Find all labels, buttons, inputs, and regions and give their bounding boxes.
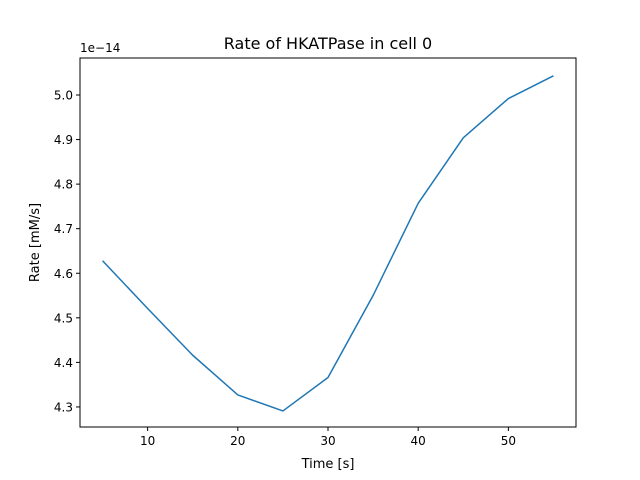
y-tick-label: 5.0 [54, 88, 73, 102]
x-tick-label: 50 [501, 434, 516, 448]
series-line [102, 75, 554, 412]
chart-title: Rate of HKATPase in cell 0 [224, 34, 432, 53]
x-tick-label: 30 [320, 434, 335, 448]
x-axis-label: Time [s] [301, 457, 355, 472]
y-tick-label: 4.7 [54, 222, 73, 236]
y-axis-label: Rate [mM/s] [28, 203, 43, 282]
x-tick-label: 10 [140, 434, 155, 448]
y-tick-label: 4.5 [54, 311, 73, 325]
y-tick-label: 4.3 [54, 400, 73, 414]
y-tick-label: 4.6 [54, 267, 73, 281]
y-tick-label: 4.8 [54, 178, 73, 192]
x-tick-label: 40 [411, 434, 426, 448]
y-tick-label: 4.4 [54, 356, 73, 370]
plot-frame [79, 57, 577, 428]
x-tick-label: 20 [230, 434, 245, 448]
y-offset-label: 1e−14 [80, 41, 120, 55]
y-tick-label: 4.9 [54, 133, 73, 147]
